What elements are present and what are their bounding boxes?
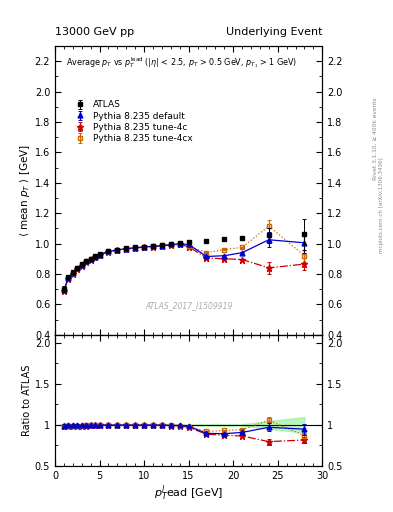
Legend: ATLAS, Pythia 8.235 default, Pythia 8.235 tune-4c, Pythia 8.235 tune-4cx: ATLAS, Pythia 8.235 default, Pythia 8.23… <box>68 97 196 147</box>
X-axis label: $p_T^{l}$ead [GeV]: $p_T^{l}$ead [GeV] <box>154 483 223 503</box>
Y-axis label: Ratio to ATLAS: Ratio to ATLAS <box>22 365 32 436</box>
Text: Rivet 3.1.10, ≥ 400k events: Rivet 3.1.10, ≥ 400k events <box>373 97 378 180</box>
Text: mcplots.cern.ch [arXiv:1306.3436]: mcplots.cern.ch [arXiv:1306.3436] <box>379 157 384 252</box>
Y-axis label: $\langle$ mean $p_T$ $\rangle$ [GeV]: $\langle$ mean $p_T$ $\rangle$ [GeV] <box>18 144 32 237</box>
Text: Average $p_T$ vs $p_T^{\rm lead}$ ($|\eta|$ < 2.5, $p_T$ > 0.5 GeV, $p_{T_1}$ > : Average $p_T$ vs $p_T^{\rm lead}$ ($|\et… <box>66 55 297 70</box>
Text: 13000 GeV pp: 13000 GeV pp <box>55 27 134 37</box>
Text: ATLAS_2017_I1509919: ATLAS_2017_I1509919 <box>145 302 232 310</box>
Text: Underlying Event: Underlying Event <box>226 27 322 37</box>
